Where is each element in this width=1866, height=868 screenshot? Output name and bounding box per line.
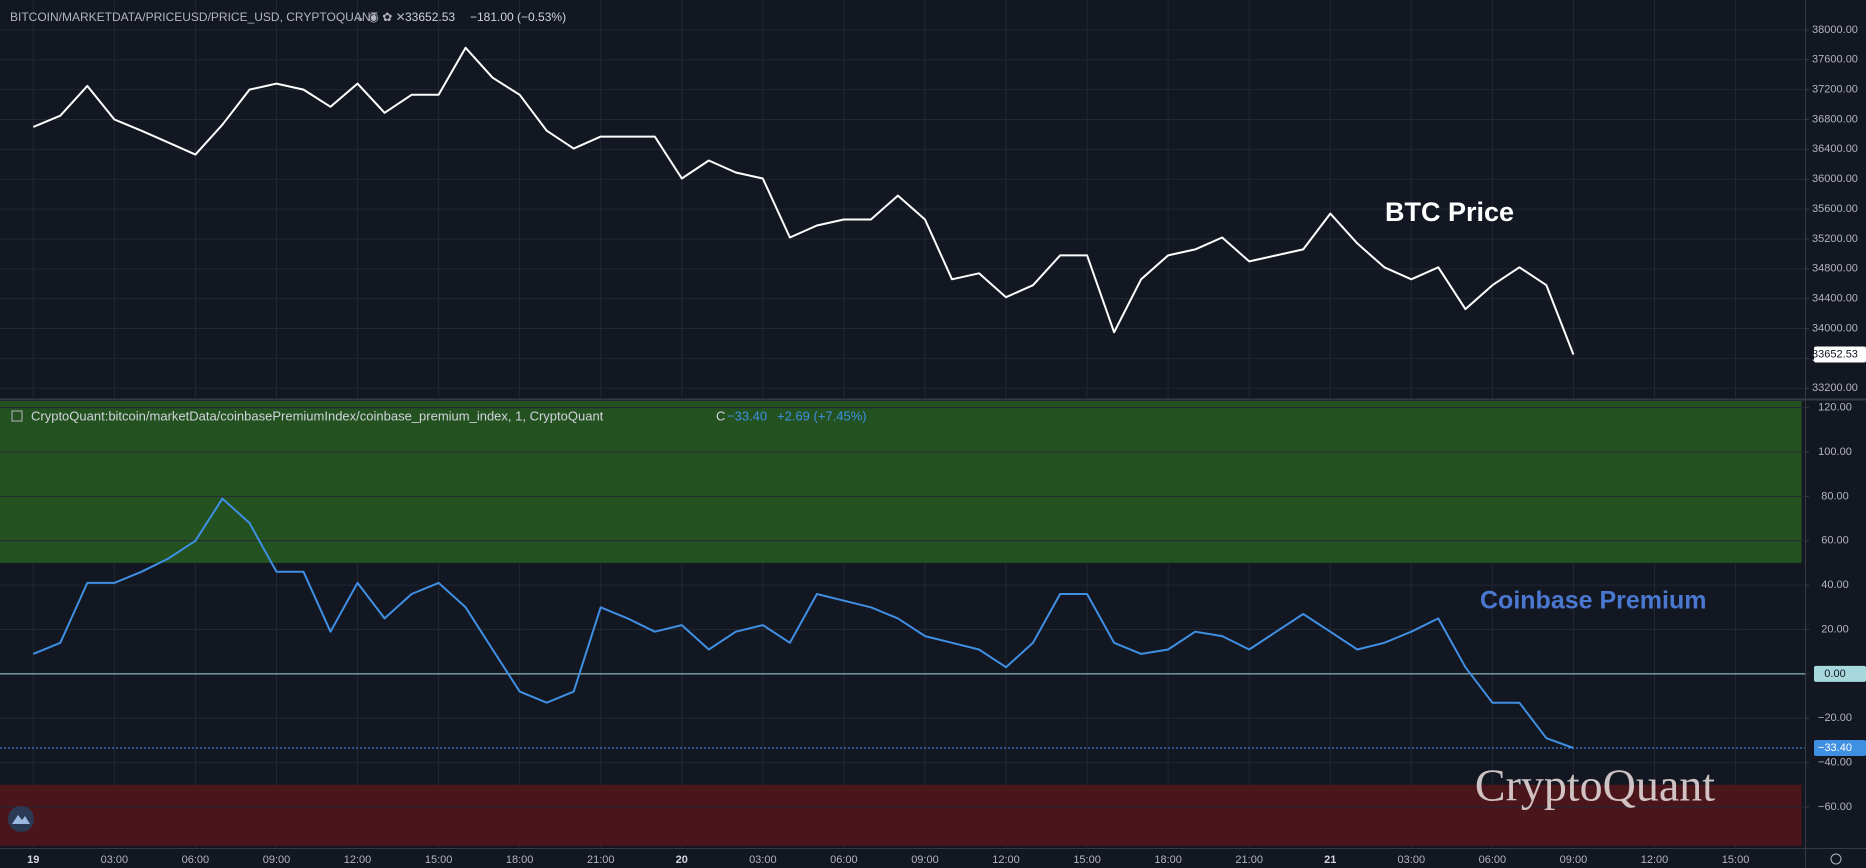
y-tick-label: 35600.00 [1812, 203, 1858, 215]
x-tick-label: 09:00 [263, 854, 291, 866]
x-tick-label: 21 [1324, 854, 1336, 866]
y-tick-label: 80.00 [1821, 490, 1849, 502]
y-tick-label: 34000.00 [1812, 322, 1858, 334]
y-tick-label: 34800.00 [1812, 263, 1858, 275]
premium-title: CryptoQuant:bitcoin/marketData/coinbaseP… [31, 408, 604, 423]
x-tick-label: 12:00 [992, 854, 1020, 866]
data-line [32, 46, 1575, 355]
price-last: 33652.53 [405, 10, 455, 24]
x-tick-label: 03:00 [101, 854, 129, 866]
collapse-icon[interactable] [11, 410, 23, 422]
x-tick-label: 21:00 [1235, 854, 1263, 866]
watermark: CryptoQuant [1475, 760, 1715, 811]
premium-annotation: Coinbase Premium [1480, 587, 1706, 615]
premium-change: +2.69 (+7.45%) [777, 408, 867, 423]
data-line [32, 497, 1574, 749]
x-tick-label: 15:00 [425, 854, 453, 866]
y-tick-label: 120.00 [1818, 402, 1852, 414]
zone-band [0, 401, 1802, 563]
last-value-label: −33.40 [1818, 742, 1852, 754]
last-value-box [1814, 346, 1866, 363]
x-tick-label: 12:00 [344, 854, 372, 866]
x-tick-label: 03:00 [1398, 854, 1426, 866]
premium-close-prefix: C [716, 408, 725, 423]
y-tick-label: 20.00 [1821, 623, 1849, 635]
y-tick-label: 100.00 [1818, 446, 1852, 458]
y-tick-label: 34400.00 [1812, 293, 1858, 305]
zero-label-box [1814, 665, 1866, 682]
header-icons[interactable]: ⌄ ◉ ✿ ✕ [355, 10, 406, 24]
y-tick-label: 36000.00 [1812, 173, 1858, 185]
y-tick-label: 33200.00 [1812, 382, 1858, 394]
logo-glyph [12, 815, 30, 824]
x-tick-label: 15:00 [1073, 854, 1101, 866]
y-tick-label: −40.00 [1818, 756, 1852, 768]
y-tick-label: 37200.00 [1812, 84, 1858, 96]
x-tick-label: 19 [27, 854, 39, 866]
x-tick-label: 18:00 [1154, 854, 1182, 866]
zone-band [0, 784, 1802, 846]
price-title: BITCOIN/MARKETDATA/PRICEUSD/PRICE_USD, C… [10, 10, 378, 24]
settings-icon[interactable] [1830, 853, 1842, 865]
x-tick-label: 20 [676, 854, 688, 866]
x-tick-label: 03:00 [749, 854, 777, 866]
x-tick-label: 12:00 [1641, 854, 1669, 866]
x-tick-label: 06:00 [830, 854, 858, 866]
premium-last: −33.40 [727, 408, 767, 423]
backdrop [0, 0, 1805, 848]
y-tick-label: 36400.00 [1812, 143, 1858, 155]
last-value-label: 33652.53 [1812, 348, 1858, 360]
y-tick-label: 40.00 [1821, 579, 1849, 591]
y-tick-label: 60.00 [1821, 535, 1849, 547]
x-tick-label: 15:00 [1722, 854, 1750, 866]
x-tick-label: 09:00 [1560, 854, 1588, 866]
x-tick-label: 18:00 [506, 854, 534, 866]
y-tick-label: 0.00 [1824, 668, 1845, 680]
y-tick-label: −60.00 [1818, 801, 1852, 813]
y-tick-label: 35200.00 [1812, 233, 1858, 245]
price-change: −181.00 (−0.53%) [470, 10, 566, 24]
price-annotation: BTC Price [1385, 197, 1514, 227]
x-tick-label: 06:00 [182, 854, 210, 866]
x-tick-label: 09:00 [911, 854, 939, 866]
y-tick-label: 38000.00 [1812, 24, 1858, 36]
x-tick-label: 21:00 [587, 854, 615, 866]
y-tick-label: −20.00 [1818, 712, 1852, 724]
last-value-box [1814, 739, 1866, 756]
y-tick-label: 36800.00 [1812, 113, 1858, 125]
x-tick-label: 06:00 [1479, 854, 1507, 866]
y-tick-label: 37600.00 [1812, 54, 1858, 66]
